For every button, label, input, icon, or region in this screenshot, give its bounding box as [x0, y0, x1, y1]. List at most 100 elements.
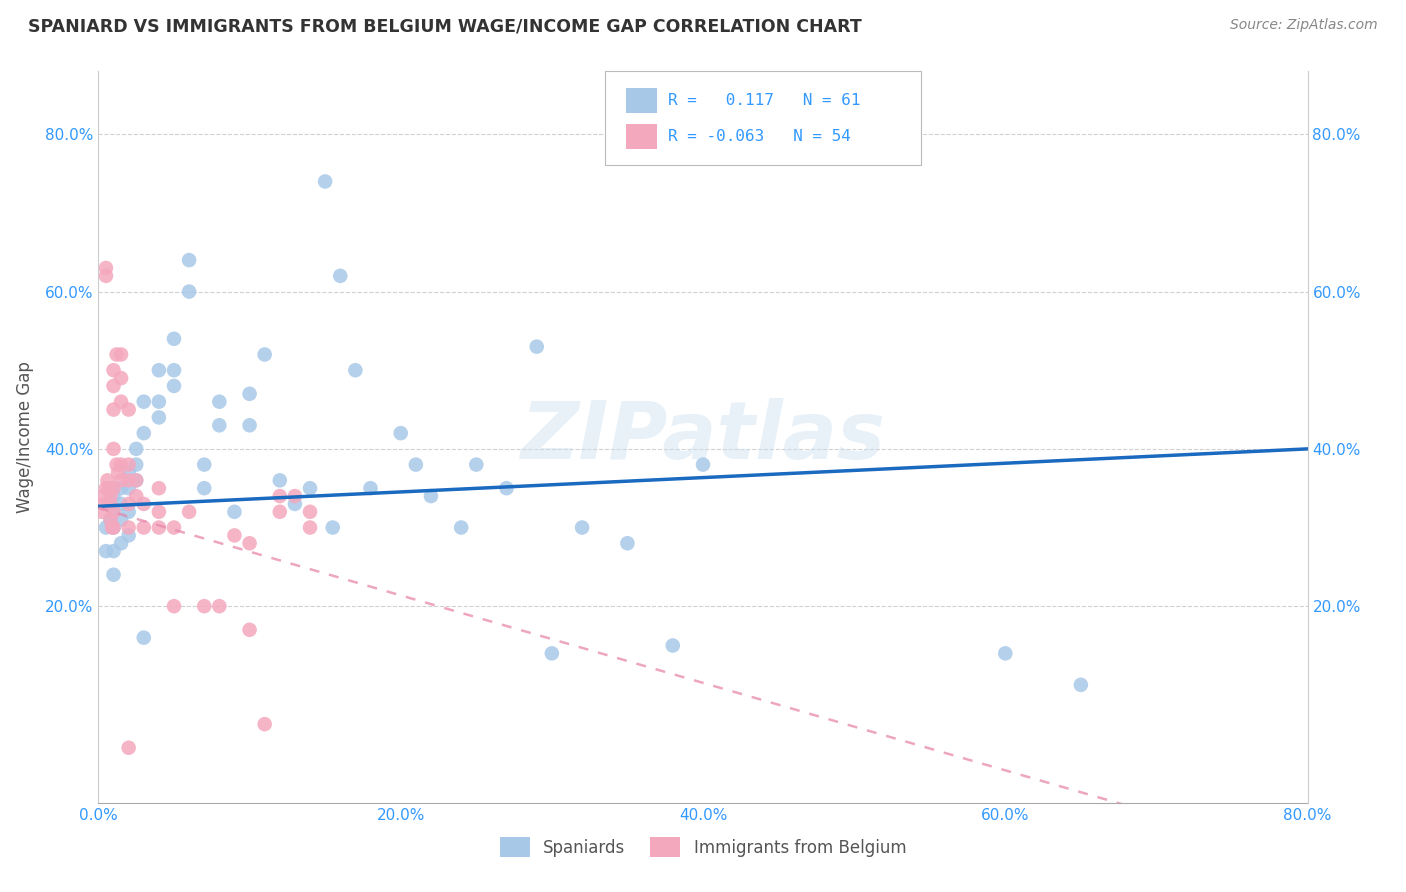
- Point: [208, 418, 231, 433]
- Point: [148, 520, 170, 534]
- Point: [344, 363, 367, 377]
- Point: [110, 481, 132, 495]
- Point: [389, 426, 412, 441]
- Point: [239, 418, 262, 433]
- Point: [322, 520, 344, 534]
- Point: [329, 268, 352, 283]
- Point: [360, 481, 382, 495]
- Y-axis label: Wage/Income Gap: Wage/Income Gap: [15, 361, 34, 513]
- Text: ZIPatlas: ZIPatlas: [520, 398, 886, 476]
- Point: [1070, 678, 1092, 692]
- Legend: Spaniards, Immigrants from Belgium: Spaniards, Immigrants from Belgium: [494, 830, 912, 864]
- Point: [93, 497, 115, 511]
- Point: [103, 505, 125, 519]
- Point: [125, 473, 148, 487]
- Point: [132, 394, 155, 409]
- Point: [692, 458, 714, 472]
- Point: [125, 458, 148, 472]
- Point: [299, 481, 322, 495]
- Point: [314, 174, 336, 188]
- Point: [125, 473, 148, 487]
- Point: [103, 481, 125, 495]
- Point: [132, 631, 155, 645]
- Point: [110, 473, 132, 487]
- Point: [110, 536, 132, 550]
- Point: [107, 466, 129, 480]
- Point: [420, 489, 443, 503]
- Point: [118, 458, 141, 472]
- Point: [148, 481, 170, 495]
- Point: [125, 489, 148, 503]
- Point: [224, 505, 246, 519]
- Point: [100, 489, 122, 503]
- Point: [450, 520, 472, 534]
- Point: [100, 513, 122, 527]
- Point: [148, 394, 170, 409]
- Point: [94, 520, 117, 534]
- Point: [103, 489, 125, 503]
- Point: [101, 520, 124, 534]
- Point: [269, 473, 291, 487]
- Point: [179, 285, 201, 299]
- Point: [103, 363, 125, 377]
- Point: [239, 536, 262, 550]
- Point: [94, 268, 117, 283]
- Point: [94, 544, 117, 558]
- Point: [661, 639, 683, 653]
- Point: [148, 505, 170, 519]
- Point: [98, 481, 121, 495]
- Point: [118, 505, 141, 519]
- Point: [91, 489, 114, 503]
- Point: [125, 442, 148, 456]
- Point: [103, 567, 125, 582]
- Point: [110, 513, 132, 527]
- Point: [118, 402, 141, 417]
- Text: R = -0.063   N = 54: R = -0.063 N = 54: [668, 129, 851, 144]
- Point: [118, 481, 141, 495]
- Point: [132, 520, 155, 534]
- Point: [208, 394, 231, 409]
- Point: [465, 458, 488, 472]
- Point: [100, 513, 122, 527]
- Point: [239, 623, 262, 637]
- Point: [110, 371, 132, 385]
- Text: R =   0.117   N = 61: R = 0.117 N = 61: [668, 94, 860, 108]
- Point: [103, 379, 125, 393]
- Point: [118, 528, 141, 542]
- Point: [193, 599, 215, 614]
- Point: [105, 347, 128, 361]
- Point: [179, 505, 201, 519]
- Point: [540, 646, 562, 660]
- Point: [163, 599, 186, 614]
- Point: [163, 363, 186, 377]
- Point: [405, 458, 427, 472]
- Point: [110, 497, 132, 511]
- Point: [103, 505, 125, 519]
- Point: [105, 458, 128, 472]
- Point: [132, 426, 155, 441]
- Point: [103, 520, 125, 534]
- Point: [132, 497, 155, 511]
- Point: [239, 387, 262, 401]
- Point: [118, 740, 141, 755]
- Text: Source: ZipAtlas.com: Source: ZipAtlas.com: [1230, 18, 1378, 32]
- Point: [96, 473, 118, 487]
- Point: [103, 544, 125, 558]
- Point: [208, 599, 231, 614]
- Point: [193, 458, 215, 472]
- Point: [148, 363, 170, 377]
- Point: [284, 497, 307, 511]
- Point: [269, 505, 291, 519]
- Point: [299, 520, 322, 534]
- Point: [616, 536, 638, 550]
- Point: [163, 379, 186, 393]
- Point: [284, 489, 307, 503]
- Point: [179, 253, 201, 268]
- Point: [103, 402, 125, 417]
- Point: [110, 347, 132, 361]
- Point: [994, 646, 1017, 660]
- Point: [100, 497, 122, 511]
- Point: [253, 347, 276, 361]
- Point: [103, 520, 125, 534]
- Point: [118, 520, 141, 534]
